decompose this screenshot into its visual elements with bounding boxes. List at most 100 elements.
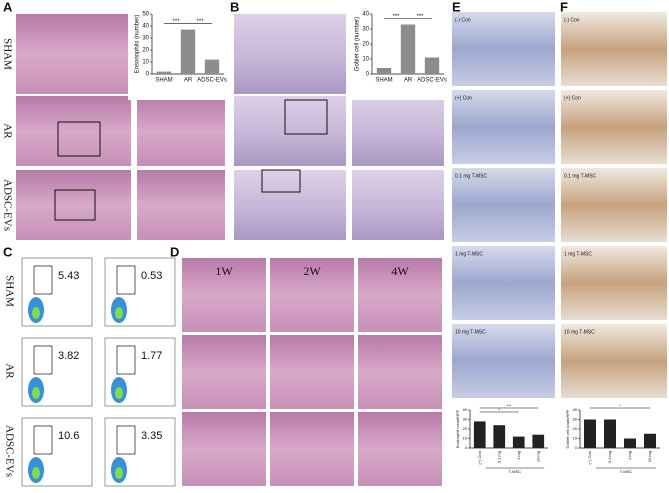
x-tick-label: 0.1 mg xyxy=(496,451,501,463)
x-tick-label: ADSC-EVs xyxy=(417,78,447,84)
x-tick-label: 1 mg xyxy=(516,451,521,460)
significance: * xyxy=(619,403,621,408)
micrograph xyxy=(137,170,225,240)
inset-box xyxy=(54,189,96,221)
y-tick-label: 40 xyxy=(573,407,578,412)
panel-label: F xyxy=(560,0,568,14)
chart-bg xyxy=(128,10,226,100)
inset-box xyxy=(57,121,101,157)
y-tick-label: 0 xyxy=(575,445,578,450)
y-tick-label: 10 xyxy=(142,60,149,66)
bar xyxy=(604,419,616,448)
flow-population xyxy=(115,467,123,479)
x-tick-label: AR xyxy=(184,78,193,84)
y-tick-label: 20 xyxy=(142,48,149,54)
x-tick-label: 10 mg xyxy=(535,451,540,462)
image-label: (+) Con xyxy=(564,95,581,101)
image-label: (-) Con xyxy=(564,17,580,23)
column-label: 4W xyxy=(391,264,409,278)
gate xyxy=(116,265,136,295)
y-tick-label: 10 xyxy=(573,436,578,441)
gate-value: 3.82 xyxy=(58,350,79,362)
y-tick-label: 0 xyxy=(146,72,150,78)
image-label: 1 mg T-MSC xyxy=(564,251,592,257)
micrograph xyxy=(182,412,266,486)
micrograph xyxy=(16,170,131,240)
x-tick-label: (+) Con xyxy=(477,451,482,464)
bar xyxy=(584,419,596,448)
micrograph xyxy=(358,258,442,332)
flow-population xyxy=(32,387,40,399)
bar xyxy=(493,425,506,448)
x-tick-label: AR xyxy=(404,78,413,84)
row-label: SHAM xyxy=(1,38,13,70)
micrograph xyxy=(561,324,667,398)
image-label: 1 mg T-MSC xyxy=(455,251,483,257)
micrograph xyxy=(352,96,444,166)
micrograph xyxy=(234,170,346,240)
y-tick-label: 30 xyxy=(362,27,369,33)
image-label: 10 mg T-MSC xyxy=(564,329,595,335)
x-tick-label: SHAM xyxy=(375,78,392,84)
y-axis-label: Eosinophil count/HPF xyxy=(455,409,460,448)
significance: *** xyxy=(392,14,400,20)
y-axis-label: Eosonophils (number) xyxy=(135,15,141,74)
bar xyxy=(376,68,392,74)
flow-population xyxy=(115,387,123,399)
gate-value: 10.6 xyxy=(58,430,79,442)
panel-label: E xyxy=(452,0,461,14)
bar xyxy=(644,433,656,448)
gate xyxy=(33,425,53,455)
micrograph xyxy=(16,14,131,94)
bar xyxy=(180,29,196,75)
bar xyxy=(156,71,172,74)
significance: *** xyxy=(172,19,180,25)
chart-bg xyxy=(348,10,446,100)
significance: *** xyxy=(507,403,512,408)
y-tick-label: 20 xyxy=(463,426,468,431)
micrograph xyxy=(561,12,667,86)
micrograph xyxy=(358,412,442,486)
column-label: 1W xyxy=(215,264,233,278)
bar xyxy=(424,57,440,74)
gate-value: 0.53 xyxy=(141,270,162,282)
bar xyxy=(624,438,636,448)
micrograph xyxy=(270,412,354,486)
x-tick-label: ADSC-EVs xyxy=(197,78,227,84)
image-label: 0.1 mg T-MSC xyxy=(455,173,488,179)
micrograph xyxy=(561,246,667,320)
inset-box xyxy=(261,169,301,193)
panel-label: B xyxy=(230,0,239,14)
micrograph xyxy=(16,96,131,166)
row-label: AR xyxy=(3,363,15,379)
x-tick-label: 10 mg xyxy=(647,451,652,462)
micrograph xyxy=(452,168,555,242)
y-tick-label: 30 xyxy=(142,36,149,42)
micrograph xyxy=(182,258,266,332)
significance: *** xyxy=(196,19,204,25)
y-tick-label: 10 xyxy=(463,436,468,441)
x-tick-label: SHAM xyxy=(155,78,172,84)
micrograph xyxy=(452,12,555,86)
y-tick-label: 0 xyxy=(465,445,468,450)
micrograph xyxy=(452,90,555,164)
panel-label: A xyxy=(3,0,13,14)
micrograph xyxy=(358,335,442,409)
micrograph xyxy=(452,324,555,398)
y-tick-label: 20 xyxy=(573,426,578,431)
micrograph xyxy=(561,90,667,164)
gate-value: 3.35 xyxy=(141,430,162,442)
row-label: SHAM xyxy=(3,275,15,307)
gate-value: 5.43 xyxy=(58,270,79,282)
bar xyxy=(512,436,525,448)
panel-label: C xyxy=(3,244,13,259)
y-tick-label: 50 xyxy=(142,12,149,18)
micrograph xyxy=(234,96,346,166)
micrograph xyxy=(352,170,444,240)
y-tick-label: 30 xyxy=(573,417,578,422)
flow-population xyxy=(115,307,123,319)
significance: *** xyxy=(416,14,424,20)
micrograph xyxy=(270,335,354,409)
image-label: 0.1 mg T-MSC xyxy=(564,173,597,179)
